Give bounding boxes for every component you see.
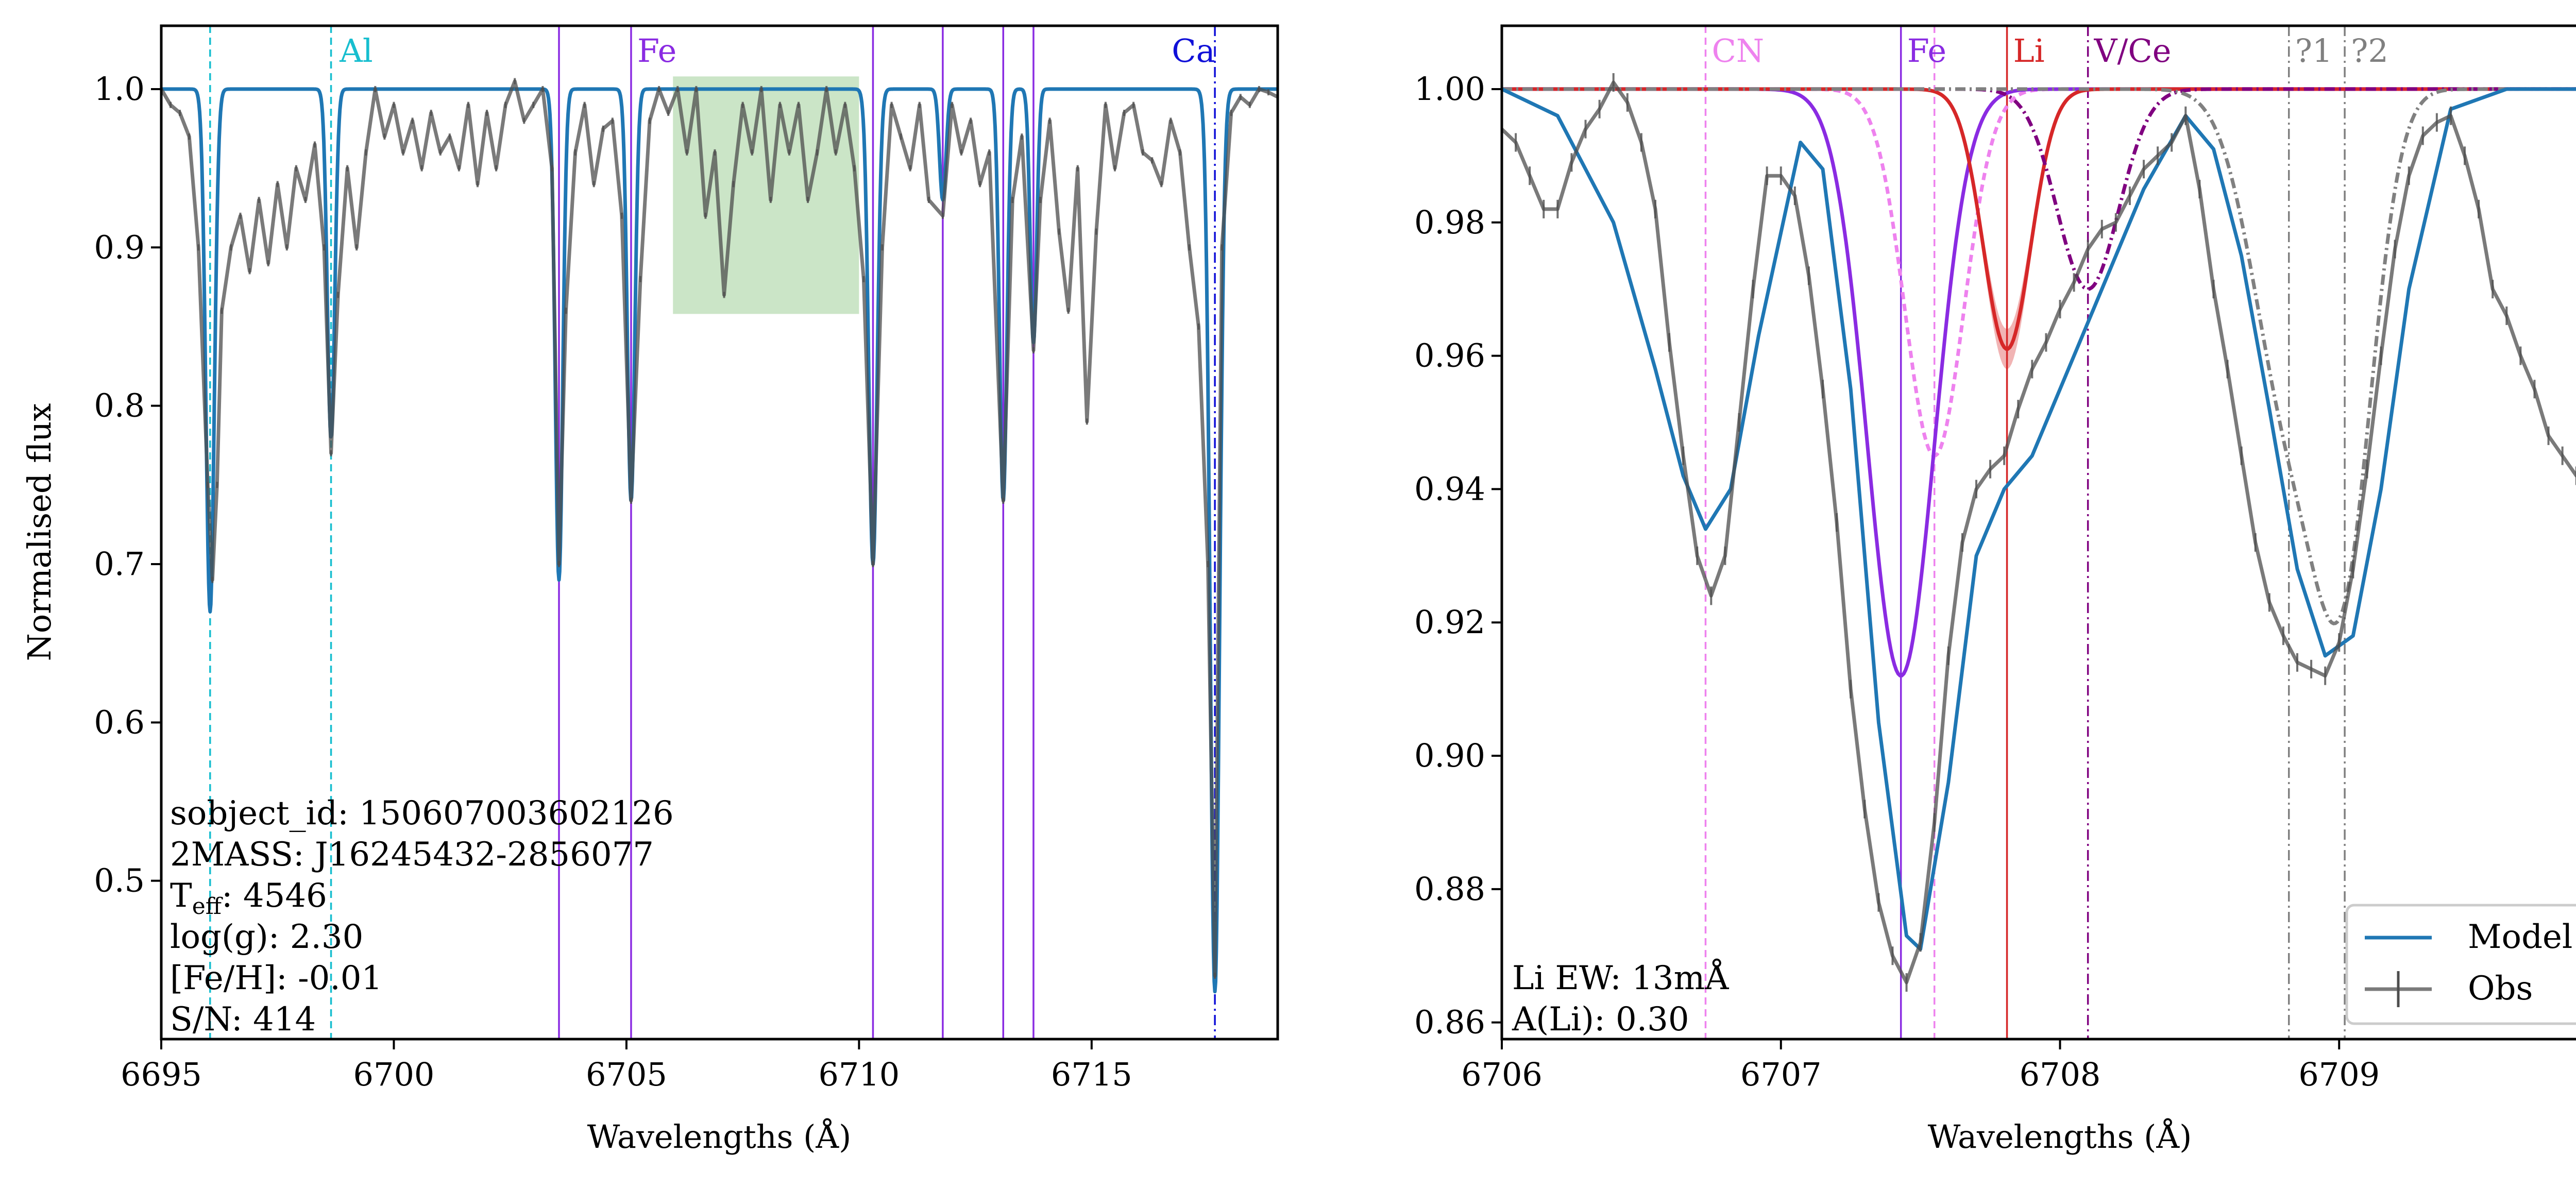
y-tick-label: 0.8 — [94, 387, 145, 425]
right-line-markers — [1704, 26, 2346, 1039]
x-tick-label: 6700 — [353, 1056, 435, 1093]
right-y-ticks: 0.86 0.88 0.90 0.92 0.94 0.96 0.98 1.00 — [1414, 70, 1502, 1041]
element-label-cn: CN — [1711, 32, 1764, 70]
sn-text: S/N: 414 — [170, 1000, 316, 1039]
y-tick-label: 0.94 — [1414, 470, 1485, 507]
element-label--1: ?1 — [2295, 32, 2333, 70]
left-panel: Al Fe Ca 6695 6700 6705 6710 6715 0.5 0.6 0.7 0.8… — [21, 24, 1279, 1156]
x-tick-label: 6705 — [586, 1056, 667, 1093]
legend: Model Obs — [2345, 904, 2576, 1025]
x-tick-label: 6695 — [121, 1056, 202, 1093]
left-axes-frame — [160, 24, 1279, 1041]
y-tick-label: 0.90 — [1414, 737, 1485, 774]
right-obs-line — [1500, 80, 2576, 985]
y-tick-label: 0.92 — [1414, 603, 1485, 641]
left-y-label: Normalised flux — [21, 403, 58, 661]
left-series — [159, 78, 1279, 994]
component--1-2-line — [1502, 87, 2576, 625]
right-element-labels: CN Fe Li V/Ce ?1 ?2 — [1711, 32, 2388, 70]
x-tick-label: 6707 — [1740, 1056, 1822, 1093]
x-tick-label: 6708 — [2020, 1056, 2101, 1093]
teff-text: Teff: 4546 — [170, 877, 327, 920]
y-tick-label: 0.86 — [1414, 1004, 1485, 1041]
component-li-line — [1502, 87, 2576, 351]
li-ew-text: Li EW: 13mÅ — [1512, 959, 1729, 997]
left-line-markers — [209, 26, 1216, 1039]
left-model-line — [160, 87, 1279, 994]
right-model-line — [1501, 87, 2576, 951]
left-x-label: Wavelengths (Å) — [587, 1118, 852, 1156]
logg-text: log(g): 2.30 — [170, 918, 363, 956]
right-axes-frame — [1500, 24, 2576, 1041]
x-tick-label: 6715 — [1051, 1056, 1132, 1093]
left-y-ticks: 0.5 0.6 0.7 0.8 0.9 1.0 — [94, 70, 161, 900]
y-tick-label: 0.7 — [94, 545, 145, 583]
element-label-li: Li — [2013, 32, 2045, 70]
x-tick-label: 6710 — [818, 1056, 900, 1093]
x-tick-label: 6709 — [2298, 1056, 2380, 1093]
sobject-id-text: sobject_id: 150607003602126 — [170, 794, 674, 833]
element-label--2: ?2 — [2351, 32, 2388, 70]
element-label-fe: Fe — [637, 32, 676, 70]
twomass-id-text: 2MASS: J16245432-2856077 — [170, 836, 654, 874]
element-label-fe: Fe — [1907, 32, 1946, 70]
right-x-ticks: 67066707670867096710 — [1461, 1039, 2380, 1093]
element-label-al: Al — [339, 32, 373, 70]
li-annotation: Li EW: 13mÅ A(Li): 0.30 — [1512, 959, 1729, 1039]
y-tick-label: 0.6 — [94, 703, 145, 741]
legend-obs-label: Obs — [2468, 970, 2533, 1008]
legend-box — [2345, 904, 2576, 1025]
li-uncertainty-band — [1502, 89, 2576, 369]
component-fe-line — [1502, 87, 2576, 677]
y-tick-label: 1.0 — [94, 70, 145, 108]
star-info-annotation: sobject_id: 150607003602126 2MASS: J1624… — [170, 794, 674, 1039]
feh-text: [Fe/H]: -0.01 — [170, 959, 382, 997]
y-tick-label: 0.96 — [1414, 337, 1485, 375]
element-label-ca: Ca — [1172, 32, 1215, 70]
left-x-ticks: 6695 6700 6705 6710 6715 — [121, 1039, 1132, 1093]
legend-model-label: Model — [2468, 918, 2572, 956]
y-tick-label: 0.9 — [94, 228, 145, 266]
right-x-label: Wavelengths (Å) — [1928, 1118, 2192, 1156]
x-tick-label: 6706 — [1461, 1056, 1543, 1093]
left-element-labels: Al Fe Ca — [339, 32, 1215, 70]
y-tick-label: 0.5 — [94, 862, 145, 900]
y-tick-label: 0.98 — [1414, 203, 1485, 241]
y-tick-label: 0.88 — [1414, 870, 1485, 908]
y-tick-label: 1.00 — [1414, 70, 1485, 108]
a-li-text: A(Li): 0.30 — [1512, 1000, 1689, 1039]
right-series — [1500, 73, 2576, 992]
element-label-v-ce: V/Ce — [2094, 32, 2172, 70]
